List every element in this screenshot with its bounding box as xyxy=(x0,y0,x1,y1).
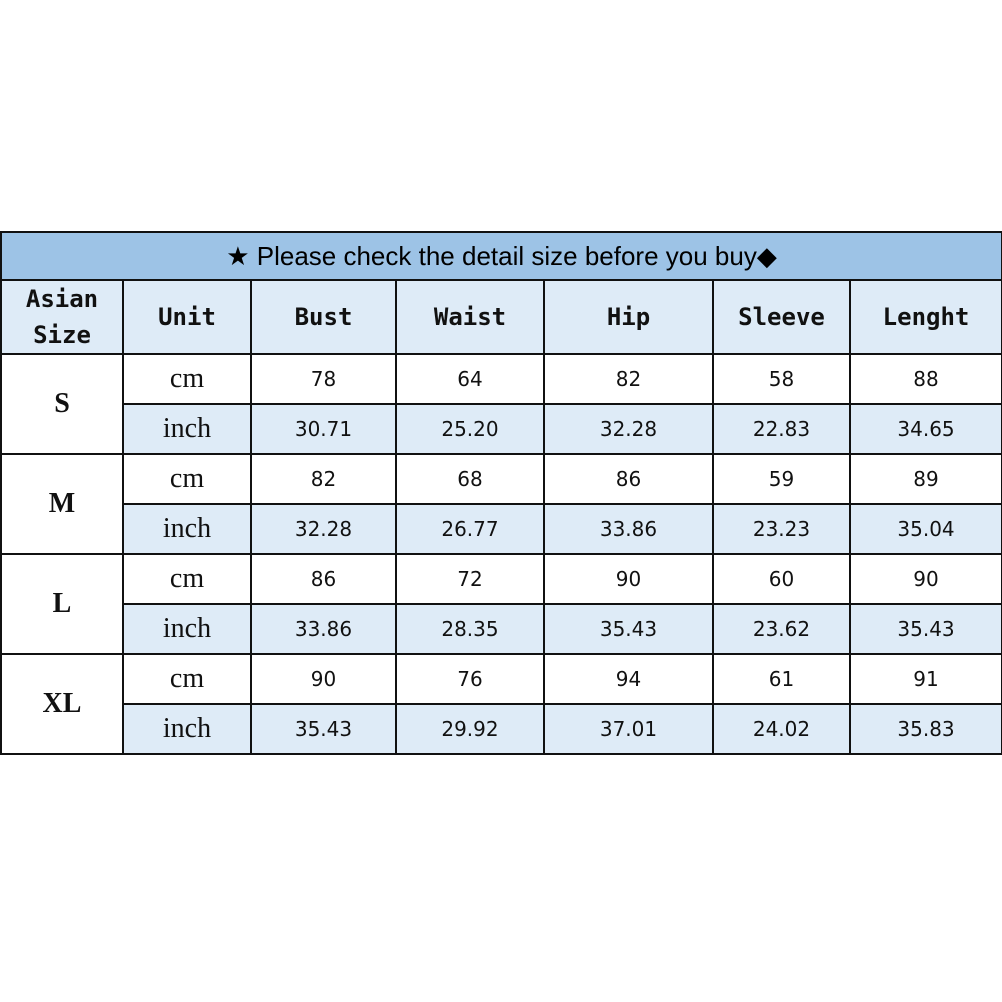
length-value: 89 xyxy=(848,453,1002,505)
unit-label: inch xyxy=(122,703,252,755)
bust-value: 35.43 xyxy=(250,703,397,755)
header-asian-size: Asian Size xyxy=(0,279,124,355)
table-row: inch 30.71 25.20 32.28 22.83 34.65 xyxy=(1,403,1002,455)
unit-label: cm xyxy=(122,553,252,605)
table-row: inch 35.43 29.92 37.01 24.02 35.83 xyxy=(1,703,1002,755)
sleeve-value: 61 xyxy=(712,653,851,705)
length-value: 88 xyxy=(848,353,1002,405)
size-label: L xyxy=(0,553,124,655)
header-waist: Waist xyxy=(395,279,545,355)
hip-value: 94 xyxy=(543,653,714,705)
length-value: 35.04 xyxy=(848,503,1002,555)
waist-value: 68 xyxy=(395,453,545,505)
bust-value: 78 xyxy=(250,353,397,405)
bust-value: 30.71 xyxy=(250,403,397,455)
unit-label: inch xyxy=(122,403,252,455)
unit-label: cm xyxy=(122,653,252,705)
bust-value: 86 xyxy=(250,553,397,605)
header-length: Lenght xyxy=(848,279,1002,355)
bust-value: 33.86 xyxy=(250,603,397,655)
waist-value: 76 xyxy=(395,653,545,705)
hip-value: 35.43 xyxy=(543,603,714,655)
header-hip: Hip xyxy=(543,279,714,355)
hip-value: 32.28 xyxy=(543,403,714,455)
header-sleeve: Sleeve xyxy=(712,279,851,355)
length-value: 90 xyxy=(848,553,1002,605)
unit-label: inch xyxy=(122,503,252,555)
bust-value: 82 xyxy=(250,453,397,505)
table-title: ★ Please check the detail size before yo… xyxy=(0,231,1002,281)
length-value: 91 xyxy=(848,653,1002,705)
sleeve-value: 60 xyxy=(712,553,851,605)
table-row: XL cm 90 76 94 61 91 xyxy=(0,653,1002,755)
sleeve-value: 24.02 xyxy=(712,703,851,755)
unit-label: cm xyxy=(122,453,252,505)
waist-value: 29.92 xyxy=(395,703,545,755)
size-chart-table: ★ Please check the detail size before yo… xyxy=(0,231,1002,755)
unit-label: cm xyxy=(122,353,252,405)
sleeve-value: 59 xyxy=(712,453,851,505)
hip-value: 33.86 xyxy=(543,503,714,555)
size-label: S xyxy=(0,353,124,455)
length-value: 34.65 xyxy=(848,403,1002,455)
hip-value: 37.01 xyxy=(543,703,714,755)
table-row: inch 32.28 26.77 33.86 23.23 35.04 xyxy=(1,503,1002,555)
waist-value: 28.35 xyxy=(395,603,545,655)
hip-value: 90 xyxy=(543,553,714,605)
waist-value: 72 xyxy=(395,553,545,605)
unit-label: inch xyxy=(122,603,252,655)
hip-value: 86 xyxy=(543,453,714,505)
sleeve-value: 58 xyxy=(712,353,851,405)
length-value: 35.83 xyxy=(848,703,1002,755)
waist-value: 64 xyxy=(395,353,545,405)
length-value: 35.43 xyxy=(848,603,1002,655)
hip-value: 82 xyxy=(543,353,714,405)
bust-value: 90 xyxy=(250,653,397,705)
sleeve-value: 22.83 xyxy=(712,403,851,455)
table-row: inch 33.86 28.35 35.43 23.62 35.43 xyxy=(1,603,1002,655)
size-label: M xyxy=(0,453,124,555)
bust-value: 32.28 xyxy=(250,503,397,555)
sleeve-value: 23.62 xyxy=(712,603,851,655)
size-label: XL xyxy=(0,653,124,755)
waist-value: 26.77 xyxy=(395,503,545,555)
header-bust: Bust xyxy=(250,279,397,355)
waist-value: 25.20 xyxy=(395,403,545,455)
sleeve-value: 23.23 xyxy=(712,503,851,555)
header-unit: Unit xyxy=(122,279,252,355)
